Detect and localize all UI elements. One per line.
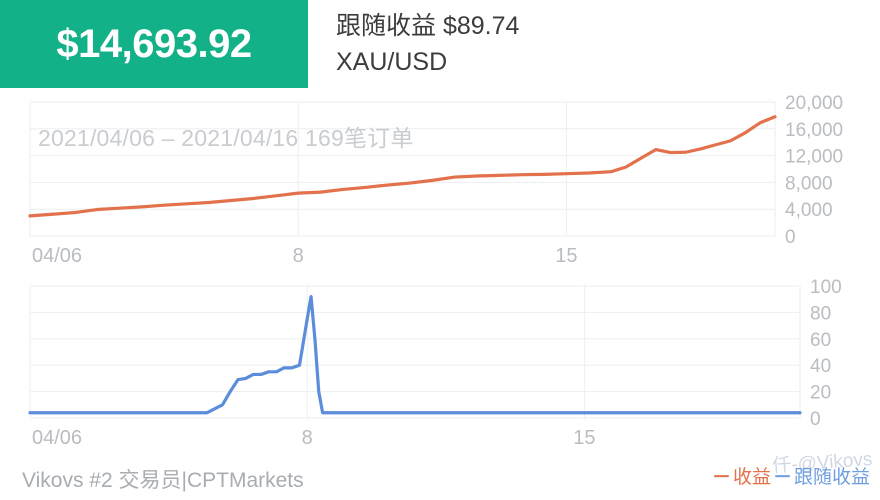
header-text-group: 跟随收益 $89.74 XAU/USD bbox=[336, 8, 836, 80]
follow-profit-chart-svg: 0 20 40 60 80 100 04/06 8 15 bbox=[28, 277, 842, 449]
balance-badge: $14,693.92 bbox=[0, 0, 308, 88]
trader-caption: Vikovs #2 交易员|CPTMarkets bbox=[22, 469, 304, 492]
legend-label-profit: 收益 bbox=[732, 467, 771, 488]
follow-profit-chart: 0 20 40 60 80 100 04/06 8 15 bbox=[0, 272, 880, 450]
legend-label-follow-profit: 跟随收益 bbox=[793, 467, 870, 488]
y-axis-tick-label: 40 bbox=[810, 356, 831, 377]
profit-chart-svg: 0 4,000 8,000 12,000 16,000 20,000 04/06 8 15 bbox=[28, 93, 843, 267]
header: $14,693.92 跟随收益 $89.74 XAU/USD bbox=[0, 0, 880, 90]
profit-line: 跟随收益 $89.74 bbox=[336, 8, 836, 44]
legend-item-follow-profit: － 跟随收益 bbox=[773, 462, 870, 489]
x-axis-tick-label: 04/06 bbox=[32, 427, 82, 449]
x-axis-tick-label: 04/06 bbox=[32, 245, 82, 267]
y-axis-tick-label: 8,000 bbox=[785, 173, 833, 194]
chart-legend: － 收益 － 跟随收益 bbox=[712, 462, 870, 489]
y-axis-tick-label: 100 bbox=[810, 277, 842, 298]
y-axis-tick-label: 0 bbox=[785, 227, 796, 248]
y-axis-tick-label: 12,000 bbox=[785, 147, 843, 168]
x-axis-tick-label: 8 bbox=[302, 427, 313, 449]
balance-amount: $14,693.92 bbox=[56, 22, 252, 66]
profit-chart: 0 4,000 8,000 12,000 16,000 20,000 04/06 8 15 bbox=[0, 90, 880, 270]
y-axis-tick-label: 20,000 bbox=[785, 93, 843, 114]
y-axis-tick-label: 4,000 bbox=[785, 200, 833, 221]
plot-area-border bbox=[29, 285, 801, 419]
y-axis-tick-label: 20 bbox=[810, 383, 831, 404]
x-axis-tick-label: 15 bbox=[555, 245, 577, 267]
symbol-label: XAU/USD bbox=[336, 48, 448, 76]
follow-profit-amount: $89.74 bbox=[442, 12, 520, 40]
legend-dash-profit: － bbox=[711, 467, 731, 488]
series-line bbox=[28, 294, 802, 415]
x-axis-tick-label: 15 bbox=[573, 427, 595, 449]
y-axis-tick-label: 60 bbox=[810, 330, 831, 351]
legend-dash-follow: － bbox=[772, 467, 792, 488]
legend-item-profit: － 收益 bbox=[712, 462, 771, 489]
series-line bbox=[28, 115, 777, 218]
x-axis-tick-label: 8 bbox=[293, 245, 304, 267]
y-axis-tick-label: 0 bbox=[810, 409, 821, 430]
y-axis-tick-label: 80 bbox=[810, 303, 831, 324]
follow-profit-label: 跟随收益 bbox=[336, 12, 437, 40]
y-axis-tick-label: 16,000 bbox=[785, 120, 843, 141]
plot-area-border bbox=[29, 101, 776, 237]
